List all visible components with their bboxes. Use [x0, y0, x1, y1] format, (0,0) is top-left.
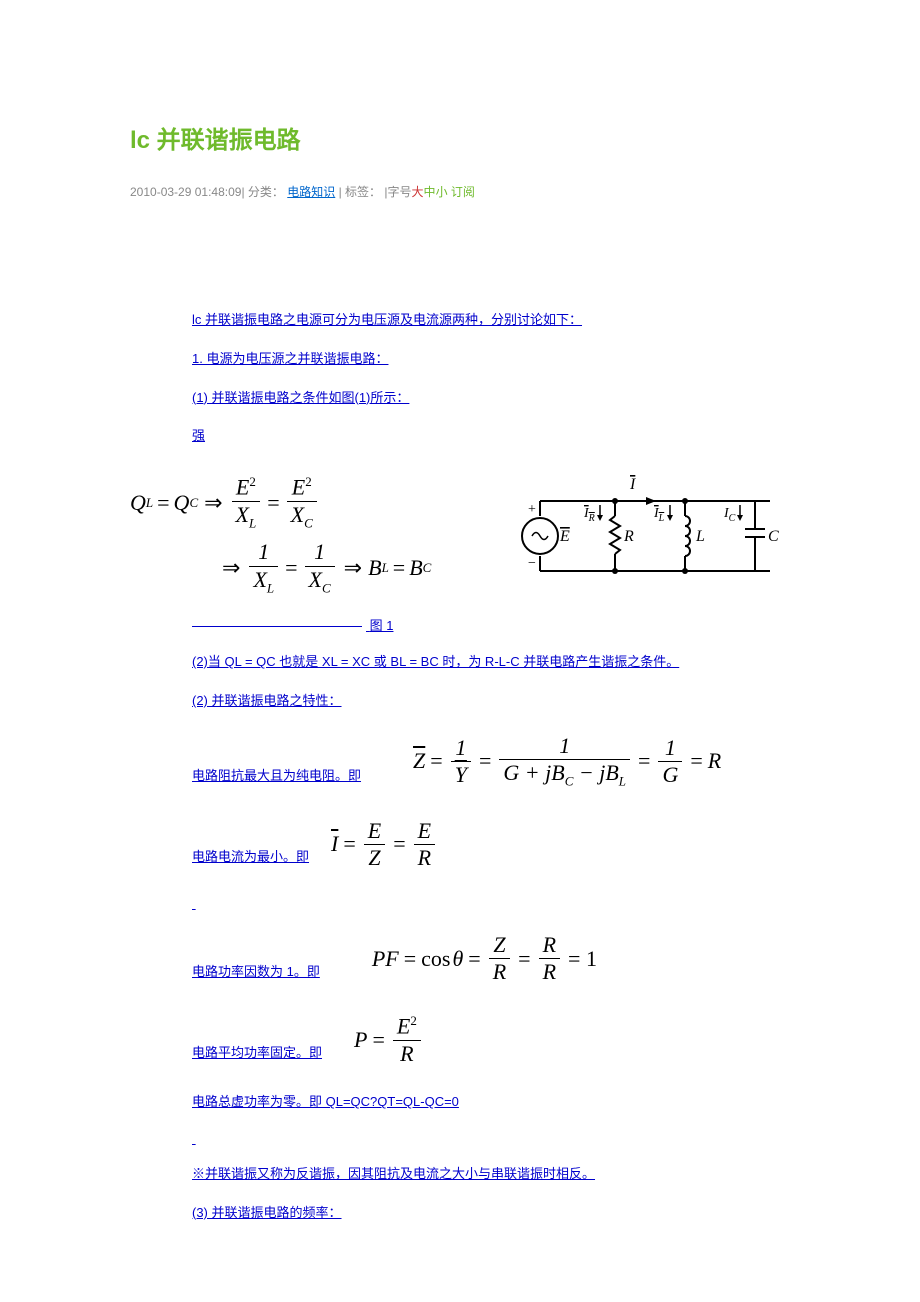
- eq-impedance: Z = 1Y = 1G + jBC − jBL = 1G = R: [407, 730, 727, 793]
- line-13: (3) 并联谐振电路的频率：: [192, 1203, 790, 1224]
- cat-label: 分类：: [248, 185, 284, 199]
- line-4: 强: [192, 426, 790, 447]
- svg-text:IL: IL: [653, 506, 665, 524]
- line-12: ※并联谐振又称为反谐振，因其阻抗及电流之大小与串联谐振时相反。: [192, 1164, 790, 1185]
- row-power: 电路平均功率固定。即 P = E2R: [130, 1010, 790, 1070]
- line-2: 1. 电源为电压源之并联谐振电路：: [192, 349, 790, 370]
- font-small[interactable]: 小: [436, 185, 448, 199]
- line-11: 电路总虚功率为零。即 QL=QC?QT=QL-QC=0: [192, 1092, 790, 1113]
- timestamp: 2010-03-29 01:48:09: [130, 185, 241, 199]
- content: lc 并联谐振电路之电源可分为电压源及电流源两种，分别讨论如下： 1. 电源为电…: [130, 310, 790, 1224]
- spacer-1: [192, 896, 790, 911]
- category-link[interactable]: 电路知识: [287, 185, 335, 199]
- svg-text:L: L: [695, 528, 705, 545]
- svg-text:C: C: [768, 528, 779, 545]
- line-3: (1) 并联谐振电路之条件如图(1)所示：: [192, 388, 790, 409]
- figure-caption: 图 1: [130, 615, 790, 634]
- line-5: (2)当 QL = QC 也就是 XL = XC 或 BL = BC 时，为 R…: [192, 652, 790, 673]
- font-medium[interactable]: 中: [424, 185, 436, 199]
- font-large[interactable]: 大: [412, 185, 424, 199]
- tags-sep: | 标签：: [339, 185, 381, 199]
- eq-pf: PF = cosθ = ZR = RR = 1: [366, 929, 608, 988]
- svg-text:IR: IR: [583, 506, 595, 524]
- row-impedance: 电路阻抗最大且为纯电阻。即 Z = 1Y = 1G + jBC − jBL = …: [130, 730, 790, 793]
- svg-text:R: R: [623, 528, 634, 545]
- svg-text:IC: IC: [723, 506, 736, 524]
- svg-text:E: E: [559, 528, 570, 545]
- svg-text:−: −: [528, 556, 536, 571]
- meta-line: 2010-03-29 01:48:09| 分类： 电路知识 | 标签： |字号大…: [130, 183, 790, 200]
- page-title: lc 并联谐振电路: [130, 120, 790, 155]
- eq-power: P = E2R: [348, 1010, 430, 1070]
- eq-block-1: QL = QC ⇒ E2XL = E2XC ⇒ 1XL = 1XC ⇒ BL =…: [130, 465, 510, 605]
- line-1: lc 并联谐振电路之电源可分为电压源及电流源两种，分别讨论如下：: [192, 310, 790, 331]
- svg-text:+: +: [528, 502, 536, 517]
- svg-text:I: I: [629, 476, 636, 493]
- spacer-2: [192, 1131, 790, 1146]
- row-current: 电路电流为最小。即 I = EZ = ER: [130, 815, 790, 874]
- font-label: |字号: [384, 185, 411, 199]
- line-6: (2) 并联谐振电路之特性：: [192, 691, 790, 712]
- row-pf: 电路功率因数为 1。即 PF = cosθ = ZR = RR = 1: [130, 929, 790, 988]
- subscribe-link[interactable]: 订阅: [451, 185, 475, 199]
- eq-current: I = EZ = ER: [325, 815, 444, 874]
- circuit-diagram: + − E I R: [510, 471, 790, 596]
- equation-and-circuit: QL = QC ⇒ E2XL = E2XC ⇒ 1XL = 1XC ⇒ BL =…: [130, 465, 790, 605]
